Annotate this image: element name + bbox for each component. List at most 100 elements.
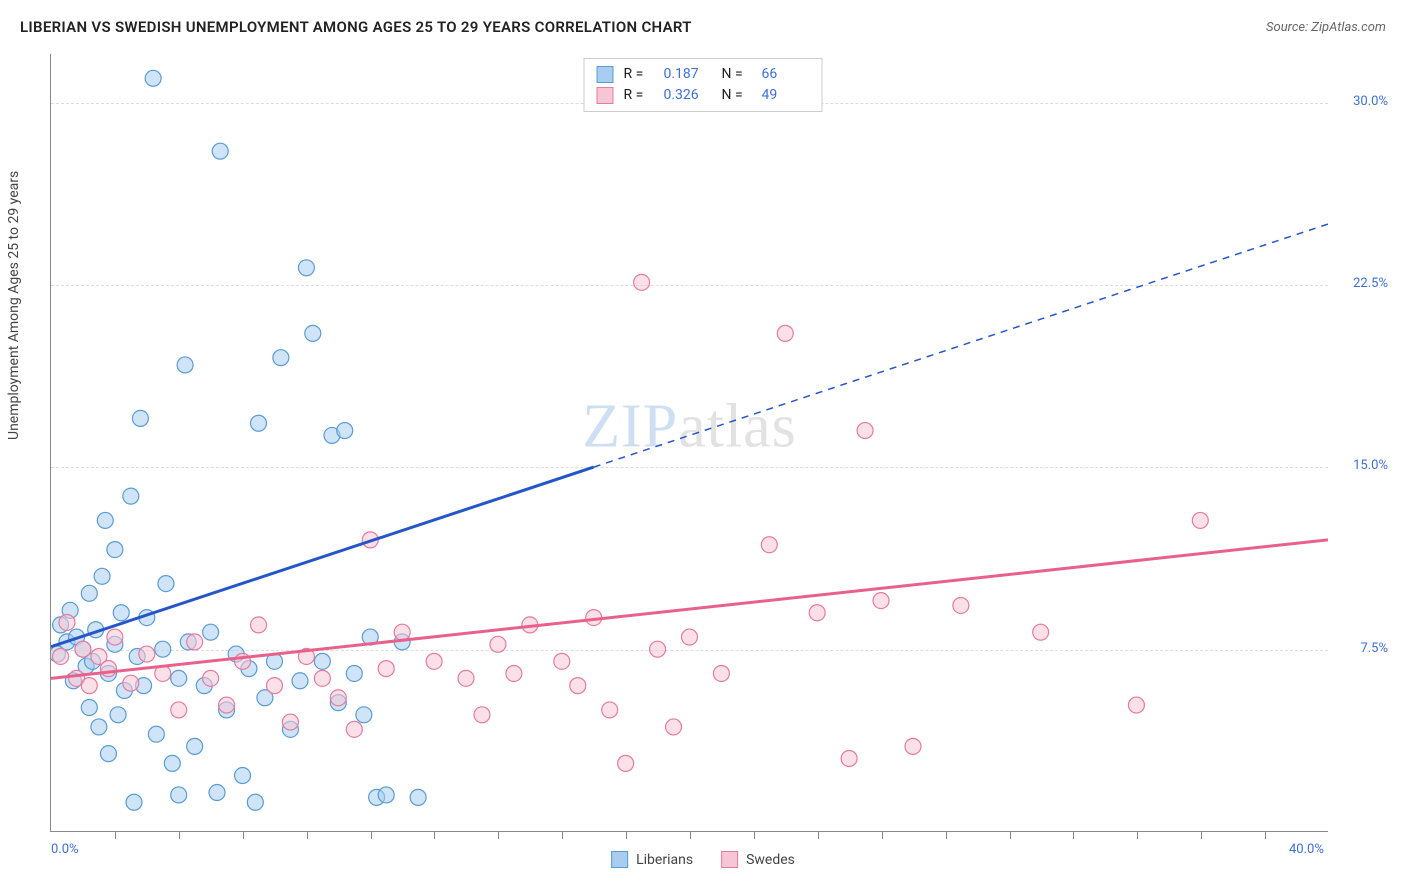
x-tick bbox=[1010, 831, 1011, 839]
scatter-point bbox=[298, 260, 314, 276]
plot-svg bbox=[51, 54, 1328, 831]
scatter-point bbox=[212, 143, 228, 159]
trendline bbox=[51, 540, 1328, 678]
x-tick bbox=[243, 831, 244, 839]
chart-title: LIBERIAN VS SWEDISH UNEMPLOYMENT AMONG A… bbox=[20, 18, 692, 36]
x-tick bbox=[307, 831, 308, 839]
scatter-point bbox=[554, 653, 570, 669]
scatter-point bbox=[356, 707, 372, 723]
x-tick-label: 0.0% bbox=[51, 842, 79, 857]
legend-swatch bbox=[611, 851, 628, 868]
scatter-point bbox=[155, 641, 171, 657]
scatter-point bbox=[650, 641, 666, 657]
scatter-point bbox=[1192, 512, 1208, 528]
x-tick-label: 40.0% bbox=[1289, 842, 1324, 857]
scatter-point bbox=[458, 670, 474, 686]
legend-stats-row: R =0.187N =66 bbox=[597, 64, 810, 85]
scatter-point bbox=[378, 661, 394, 677]
scatter-point bbox=[158, 576, 174, 592]
scatter-point bbox=[1128, 697, 1144, 713]
y-tick-label: 22.5% bbox=[1353, 276, 1388, 291]
scatter-point bbox=[171, 670, 187, 686]
scatter-point bbox=[187, 738, 203, 754]
scatter-point bbox=[187, 634, 203, 650]
y-tick-label: 15.0% bbox=[1353, 458, 1388, 473]
scatter-point bbox=[305, 325, 321, 341]
scatter-point bbox=[681, 629, 697, 645]
scatter-point bbox=[251, 415, 267, 431]
n-value: 66 bbox=[762, 64, 810, 85]
y-tick-label: 7.5% bbox=[1360, 641, 1388, 656]
x-tick bbox=[1073, 831, 1074, 839]
r-value: 0.187 bbox=[664, 64, 712, 85]
chart-header: LIBERIAN VS SWEDISH UNEMPLOYMENT AMONG A… bbox=[20, 18, 1386, 36]
scatter-point bbox=[426, 653, 442, 669]
scatter-point bbox=[203, 624, 219, 640]
x-tick bbox=[946, 831, 947, 839]
x-tick bbox=[1201, 831, 1202, 839]
x-tick bbox=[562, 831, 563, 839]
x-tick bbox=[1137, 831, 1138, 839]
scatter-point bbox=[953, 597, 969, 613]
scatter-point bbox=[171, 702, 187, 718]
scatter-point bbox=[570, 678, 586, 694]
legend-label: Liberians bbox=[636, 852, 693, 868]
y-tick-label: 30.0% bbox=[1353, 94, 1388, 109]
scatter-point bbox=[378, 787, 394, 803]
scatter-point bbox=[123, 488, 139, 504]
scatter-point bbox=[203, 670, 219, 686]
scatter-point bbox=[841, 751, 857, 767]
source-attribution: Source: ZipAtlas.com bbox=[1266, 20, 1386, 35]
scatter-point bbox=[113, 605, 129, 621]
scatter-point bbox=[164, 755, 180, 771]
x-tick bbox=[626, 831, 627, 839]
scatter-point bbox=[110, 707, 126, 723]
scatter-point bbox=[81, 678, 97, 694]
scatter-point bbox=[107, 629, 123, 645]
scatter-point bbox=[273, 350, 289, 366]
scatter-point bbox=[618, 755, 634, 771]
scatter-point bbox=[123, 675, 139, 691]
x-tick bbox=[371, 831, 372, 839]
scatter-point bbox=[337, 423, 353, 439]
scatter-point bbox=[474, 707, 490, 723]
scatter-point bbox=[107, 542, 123, 558]
scatter-point bbox=[126, 794, 142, 810]
scatter-point bbox=[314, 670, 330, 686]
scatter-point bbox=[761, 537, 777, 553]
scatter-point bbox=[148, 726, 164, 742]
scatter-point bbox=[330, 690, 346, 706]
scatter-point bbox=[314, 653, 330, 669]
scatter-point bbox=[53, 648, 69, 664]
scatter-point bbox=[713, 665, 729, 681]
scatter-point bbox=[809, 605, 825, 621]
r-value: 0.326 bbox=[664, 85, 712, 106]
legend-stats-box: R =0.187N =66R =0.326N =49 bbox=[584, 58, 823, 112]
legend-item: Liberians bbox=[611, 851, 693, 868]
legend-item: Swedes bbox=[721, 851, 795, 868]
scatter-point bbox=[81, 700, 97, 716]
scatter-point bbox=[1033, 624, 1049, 640]
scatter-point bbox=[100, 746, 116, 762]
scatter-point bbox=[634, 274, 650, 290]
scatter-point bbox=[282, 714, 298, 730]
legend-label: Swedes bbox=[746, 852, 795, 868]
x-tick bbox=[434, 831, 435, 839]
scatter-point bbox=[177, 357, 193, 373]
scatter-point bbox=[873, 593, 889, 609]
n-label: N = bbox=[722, 85, 752, 106]
r-label: R = bbox=[624, 85, 654, 106]
x-tick bbox=[498, 831, 499, 839]
trendline-dashed bbox=[594, 224, 1328, 467]
x-tick bbox=[690, 831, 691, 839]
legend-swatch bbox=[721, 851, 738, 868]
scatter-point bbox=[247, 794, 263, 810]
scatter-point bbox=[490, 636, 506, 652]
scatter-point bbox=[394, 624, 410, 640]
x-tick bbox=[115, 831, 116, 839]
scatter-point bbox=[97, 512, 113, 528]
legend-stats-row: R =0.326N =49 bbox=[597, 85, 810, 106]
scatter-point bbox=[602, 702, 618, 718]
plot-area: ZIPatlas 7.5%15.0%22.5%30.0%0.0%40.0% bbox=[50, 54, 1328, 832]
scatter-point bbox=[235, 768, 251, 784]
